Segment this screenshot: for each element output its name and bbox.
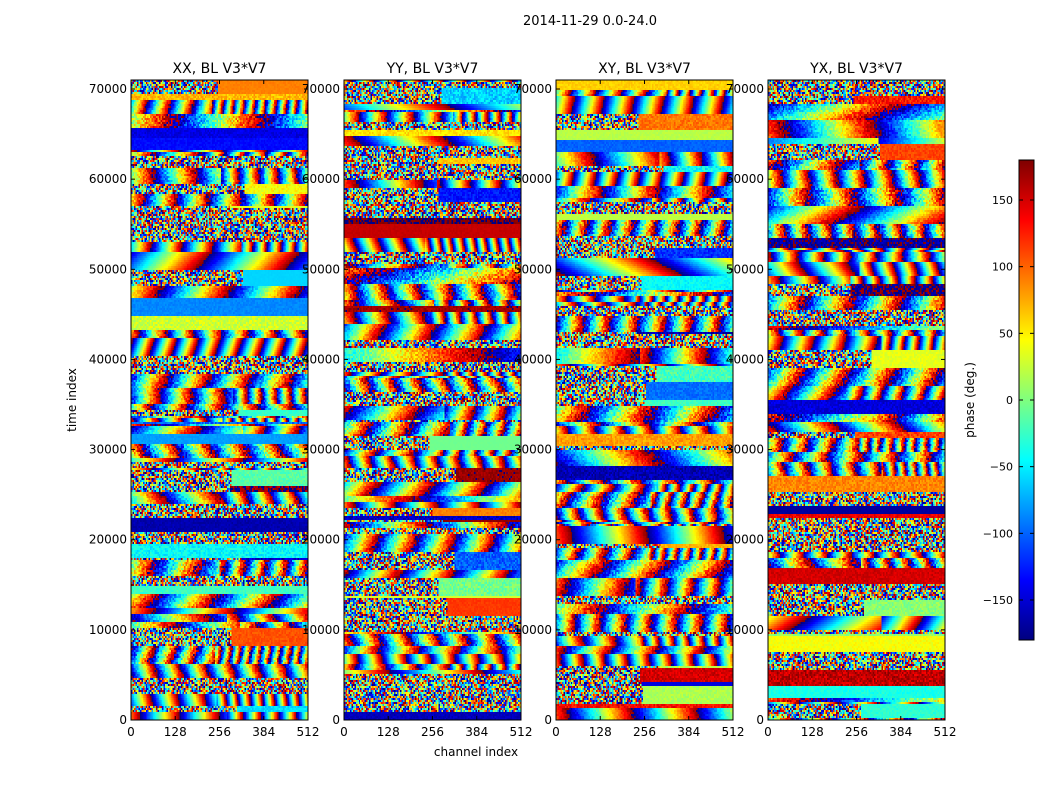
x-tick-label: 512 bbox=[934, 725, 957, 739]
colorbar-tick-label: 100 bbox=[992, 261, 1013, 274]
y-tick-label: 30000 bbox=[89, 443, 127, 457]
y-tick-label: 20000 bbox=[726, 533, 764, 547]
y-tick-label: 40000 bbox=[514, 352, 552, 366]
x-tick-label: 256 bbox=[845, 725, 868, 739]
y-tick-label: 10000 bbox=[302, 623, 340, 637]
heatmap-image bbox=[131, 80, 308, 720]
y-tick-label: 20000 bbox=[89, 533, 127, 547]
y-tick-label: 50000 bbox=[302, 262, 340, 276]
colorbar-tick-label: −150 bbox=[983, 594, 1013, 607]
y-tick-label: 70000 bbox=[726, 82, 764, 96]
y-tick-label: 60000 bbox=[89, 172, 127, 186]
panel-title: XX, BL V3*V7 bbox=[173, 61, 267, 77]
panel-title: XY, BL V3*V7 bbox=[598, 61, 691, 77]
x-tick-label: 512 bbox=[510, 725, 533, 739]
x-tick-label: 256 bbox=[633, 725, 656, 739]
y-tick-label: 40000 bbox=[726, 352, 764, 366]
y-tick-label: 30000 bbox=[302, 443, 340, 457]
x-tick-label: 128 bbox=[589, 725, 612, 739]
y-tick-label: 50000 bbox=[89, 262, 127, 276]
x-tick-label: 384 bbox=[465, 725, 488, 739]
y-tick-label: 20000 bbox=[302, 533, 340, 547]
x-axis-label: channel index bbox=[434, 745, 518, 759]
y-tick-label: 50000 bbox=[726, 262, 764, 276]
heatmap-image bbox=[344, 80, 521, 720]
panel-4: YX, BL V3*V7 0 128 256 384 512 0 10000 20000 3000… bbox=[726, 61, 957, 739]
y-tick-label: 10000 bbox=[514, 623, 552, 637]
y-tick-label: 30000 bbox=[726, 443, 764, 457]
colorbar-tick-label: 150 bbox=[992, 194, 1013, 207]
y-tick-label: 70000 bbox=[514, 82, 552, 96]
y-tick-label: 0 bbox=[756, 713, 764, 727]
x-tick-label: 0 bbox=[764, 725, 772, 739]
x-tick-label: 256 bbox=[421, 725, 444, 739]
y-tick-label: 10000 bbox=[726, 623, 764, 637]
x-tick-label: 0 bbox=[340, 725, 348, 739]
y-tick-label: 0 bbox=[332, 713, 340, 727]
heatmap-image bbox=[768, 80, 945, 720]
y-tick-label: 20000 bbox=[514, 533, 552, 547]
colorbar-tick-label: 0 bbox=[1006, 394, 1013, 407]
x-tick-label: 384 bbox=[889, 725, 912, 739]
x-tick-label: 128 bbox=[164, 725, 187, 739]
x-tick-label: 384 bbox=[677, 725, 700, 739]
colorbar-tick-label: 50 bbox=[999, 327, 1013, 340]
x-tick-label: 0 bbox=[127, 725, 135, 739]
y-tick-label: 10000 bbox=[89, 623, 127, 637]
y-axis-label: time index bbox=[65, 368, 79, 432]
y-tick-label: 50000 bbox=[514, 262, 552, 276]
y-tick-label: 70000 bbox=[89, 82, 127, 96]
x-tick-label: 384 bbox=[252, 725, 275, 739]
y-tick-label: 40000 bbox=[302, 352, 340, 366]
colorbar-tick-label: −100 bbox=[983, 527, 1013, 540]
panel-title: YX, BL V3*V7 bbox=[809, 61, 903, 77]
colorbar-label: phase (deg.) bbox=[963, 362, 977, 438]
y-tick-label: 0 bbox=[119, 713, 127, 727]
x-tick-label: 128 bbox=[801, 725, 824, 739]
panel-3: XY, BL V3*V7 0 128 256 384 512 0 10000 20000 3000… bbox=[514, 61, 745, 739]
y-tick-label: 30000 bbox=[514, 443, 552, 457]
colorbar-tick-label: −50 bbox=[990, 461, 1013, 474]
y-tick-label: 60000 bbox=[514, 172, 552, 186]
colorbar: 150 100 50 0 −50 −100 −150 phase (deg.) bbox=[963, 159, 1035, 641]
x-tick-label: 512 bbox=[722, 725, 745, 739]
heatmap-image bbox=[556, 80, 733, 720]
x-tick-label: 0 bbox=[552, 725, 560, 739]
figure-suptitle: 2014-11-29 0.0-24.0 bbox=[523, 14, 657, 29]
x-tick-label: 256 bbox=[208, 725, 231, 739]
y-tick-label: 60000 bbox=[302, 172, 340, 186]
y-tick-label: 60000 bbox=[726, 172, 764, 186]
x-tick-label: 128 bbox=[377, 725, 400, 739]
y-tick-label: 70000 bbox=[302, 82, 340, 96]
x-tick-label: 512 bbox=[297, 725, 320, 739]
panel-1: XX, BL V3*V7 0 128 256 384 512 0 10000 20000 3000… bbox=[89, 61, 320, 739]
y-tick-label: 0 bbox=[544, 713, 552, 727]
panels: XX, BL V3*V7 0 128 256 384 512 0 10000 20000 3000… bbox=[89, 61, 957, 739]
y-tick-label: 40000 bbox=[89, 352, 127, 366]
panel-title: YY, BL V3*V7 bbox=[386, 61, 479, 77]
panel-2: YY, BL V3*V7 0 128 256 384 512 0 10000 20000 3000… bbox=[302, 61, 533, 739]
